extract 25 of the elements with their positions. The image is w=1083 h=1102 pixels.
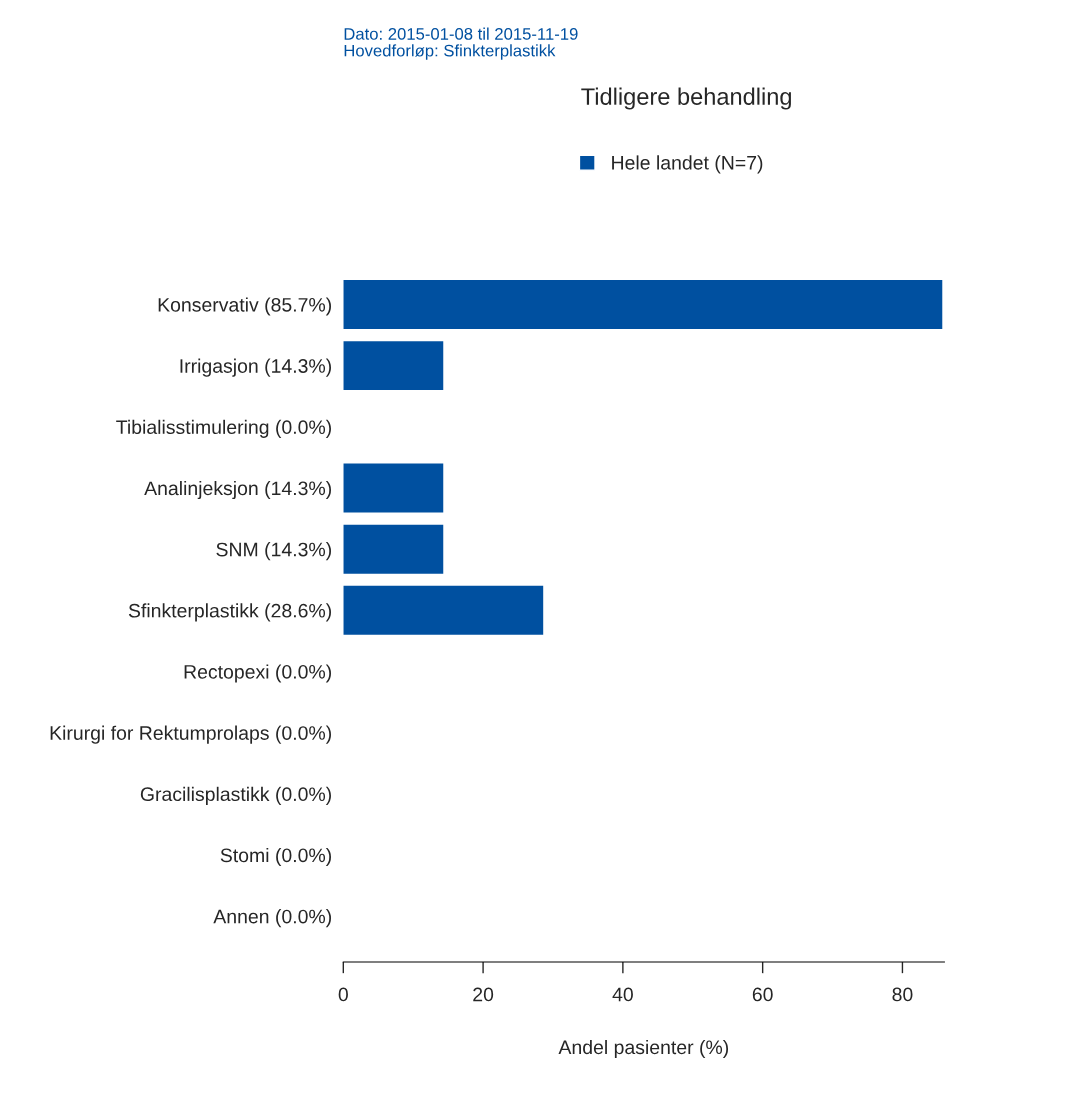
x-axis-title: Andel pasienter (%) xyxy=(558,1039,729,1059)
x-tick-label: 60 xyxy=(752,987,773,1002)
y-tick-label: SNM (14.3%) xyxy=(216,542,331,561)
y-tick-label: Irrigasjon (14.3%) xyxy=(180,358,331,377)
y-tick-label: Gracilisplastikk (0.0%) xyxy=(140,786,331,805)
legend-label: Hele landet (N=7) xyxy=(612,155,763,174)
x-tick-label: 0 xyxy=(338,987,348,1002)
bar xyxy=(343,524,444,574)
y-tick-label: Stomi (0.0%) xyxy=(220,847,331,867)
x-tick-label: 80 xyxy=(892,987,913,1002)
y-tick-label: Sfinkterplastikk (28.6%) xyxy=(128,603,331,622)
y-tick-label: Analinjeksjon (14.3%) xyxy=(144,480,331,500)
y-tick-label: Rectopexi (0.0%) xyxy=(184,664,331,683)
y-tick-label: Konservativ (85.7%) xyxy=(158,297,331,316)
bar xyxy=(343,585,544,635)
y-tick-label: Tibialisstimulering (0.0%) xyxy=(116,419,331,438)
chart-title: Tidligere behandling xyxy=(581,87,791,110)
y-tick-label: Annen (0.0%) xyxy=(213,909,331,928)
y-tick-label: Kirurgi for Rektumprolaps (0.0%) xyxy=(50,725,332,744)
chart-subtitle: Dato: 2015-01-08 til 2015-11-19 Hovedforløp: Sfinkterplastikk xyxy=(344,27,578,60)
x-tick-label: 40 xyxy=(612,987,633,1002)
x-tick-label: 20 xyxy=(473,987,494,1002)
bar xyxy=(343,341,444,391)
bar xyxy=(343,280,943,329)
bar xyxy=(343,463,444,513)
